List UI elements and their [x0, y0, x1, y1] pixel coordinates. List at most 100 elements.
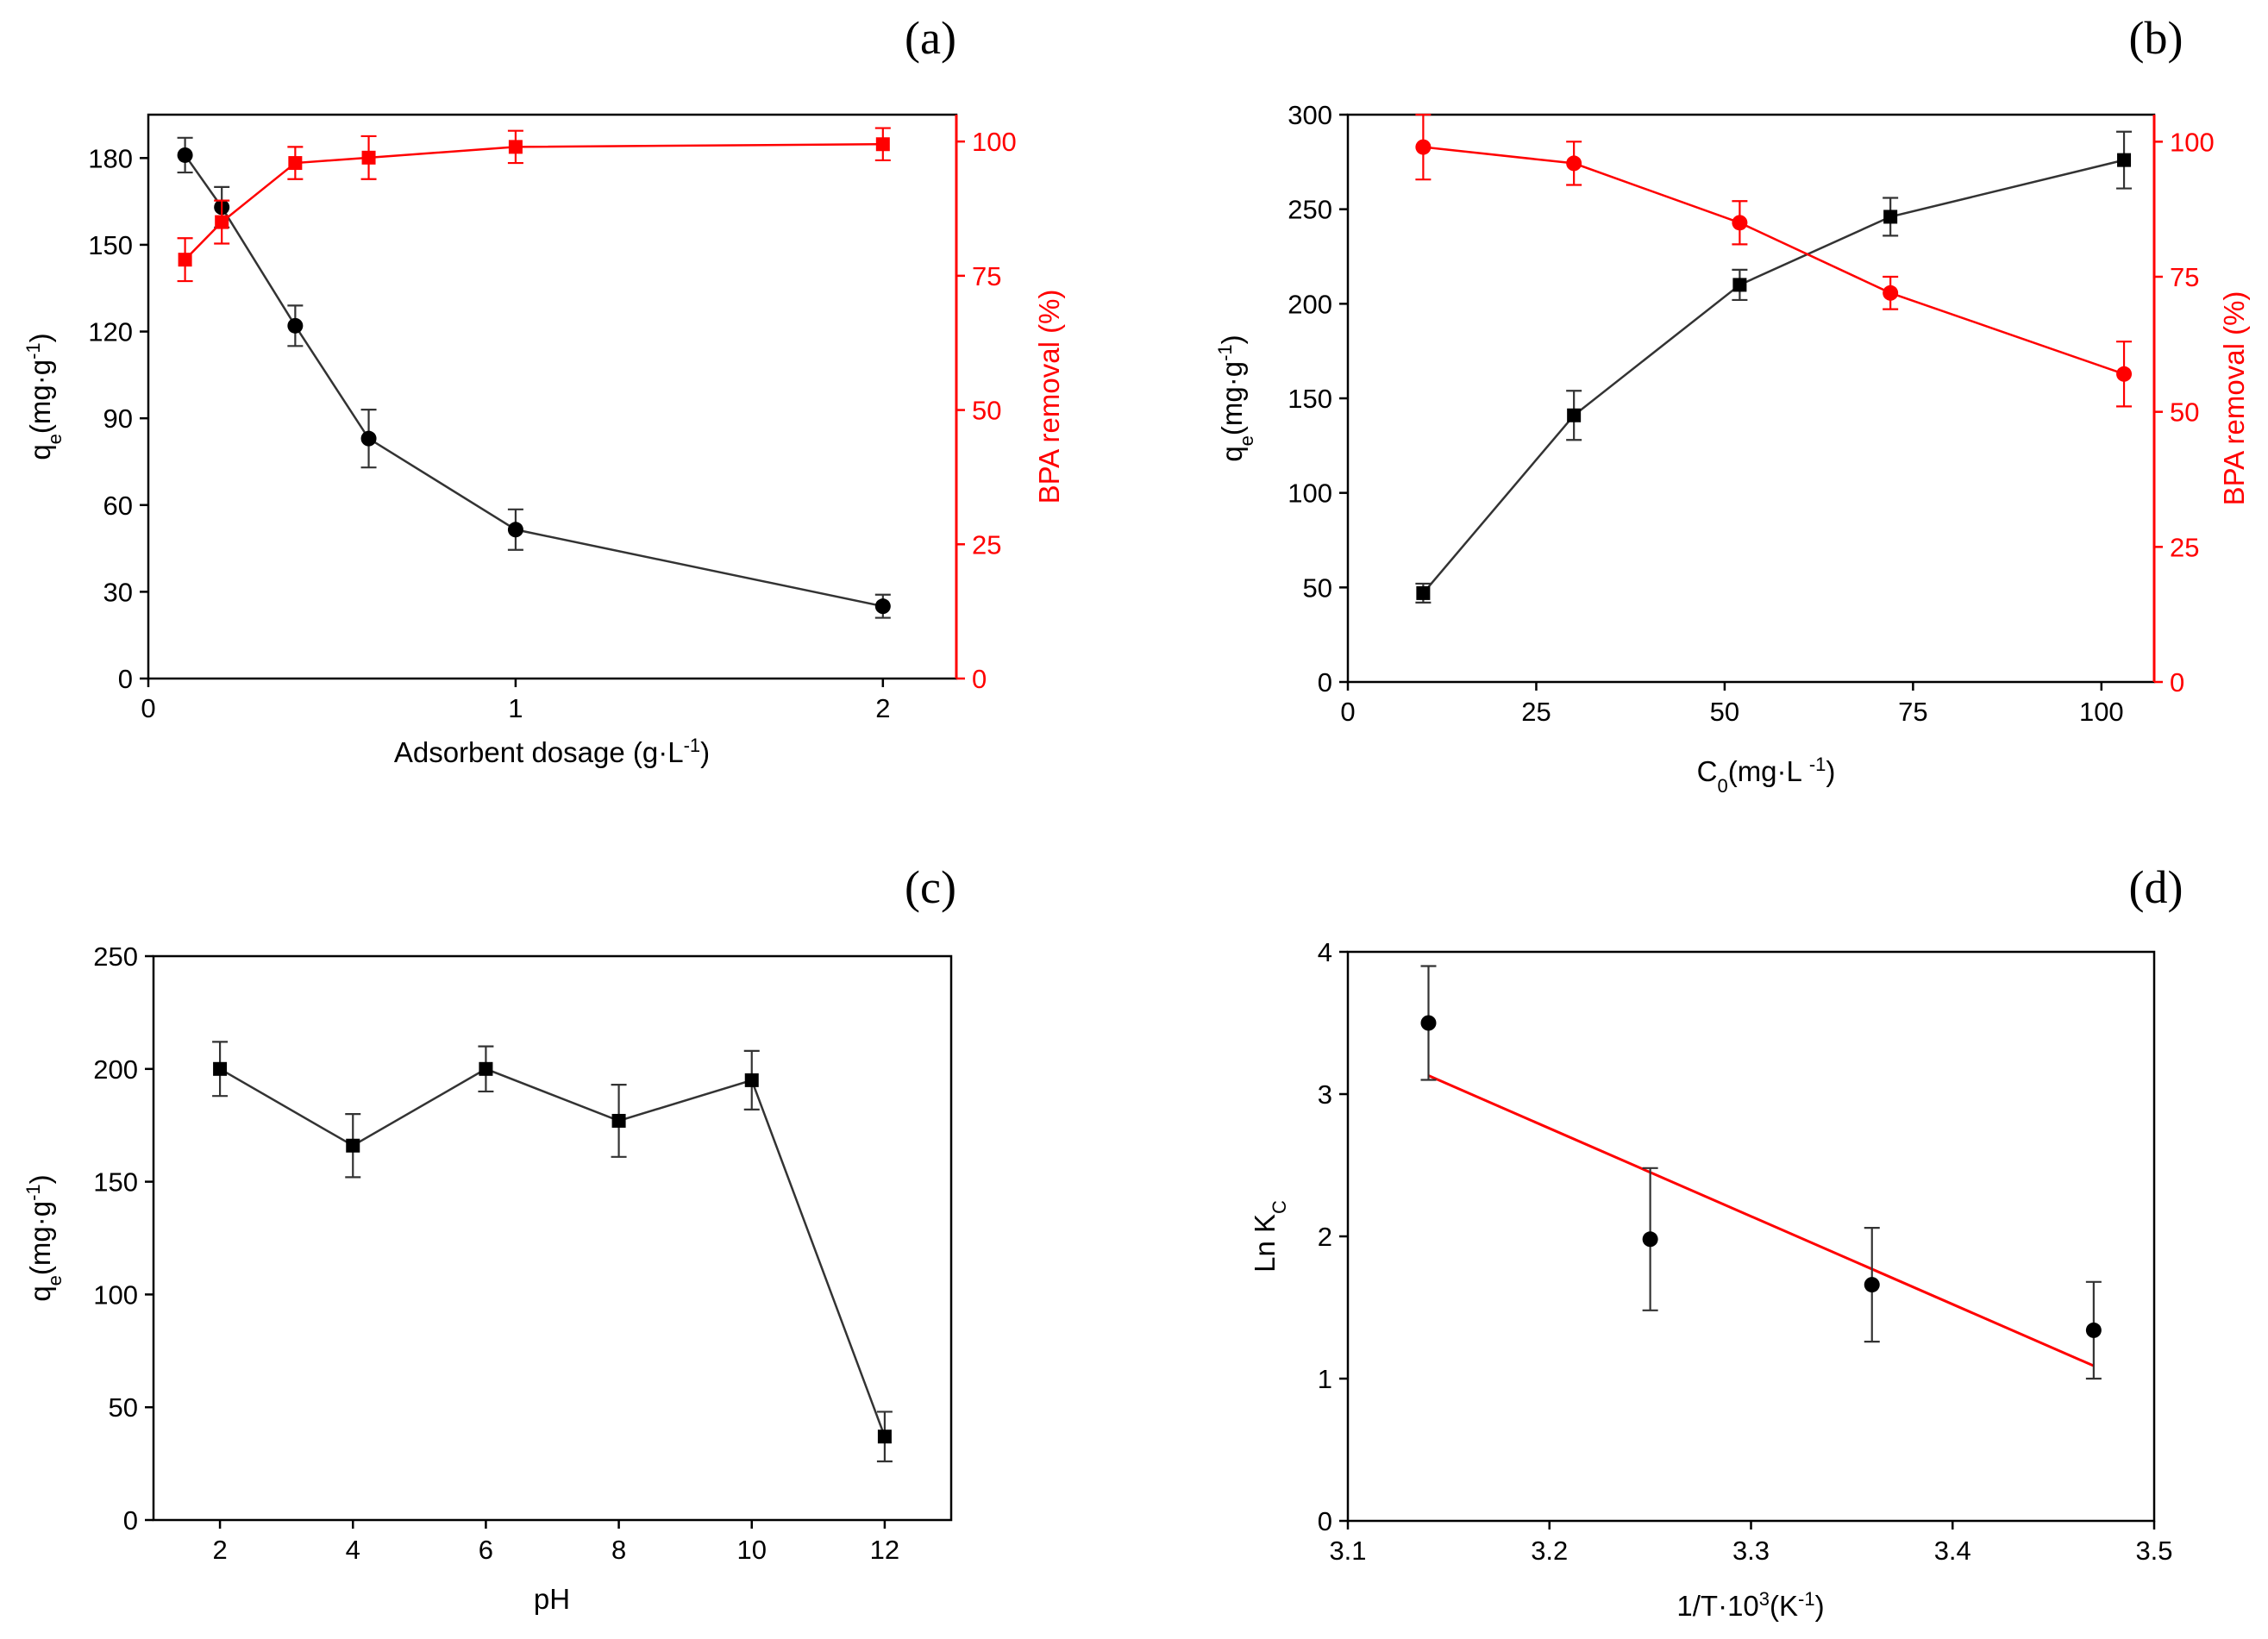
panel-c-xtick-label-0: 2	[212, 1535, 227, 1565]
panel-a-series-0-point-3	[360, 430, 377, 447]
panel-d-label: (d)	[2129, 861, 2183, 913]
panel-c-ytick-label-3: 150	[93, 1167, 138, 1198]
panel-b-series-0-point-3	[1883, 210, 1898, 224]
panel-b-xlabel: C0(mg·L -1)	[1697, 754, 1836, 797]
panel-b-series-1-point-2	[1732, 215, 1748, 231]
panel-a-ytick-right-label-3: 75	[972, 261, 1001, 291]
panel-b-ytick-label-0: 0	[1318, 667, 1332, 698]
panel-a-ytick-label-6: 180	[88, 143, 133, 173]
panel-b-ytick-label-1: 50	[1303, 572, 1332, 603]
panel-a-xtick-label-1: 1	[508, 693, 523, 723]
panel-b-ytick-label-3: 150	[1287, 384, 1332, 414]
panel-c-series-0-line	[219, 1067, 887, 1437]
panel-c-xtick-label-3: 8	[611, 1535, 626, 1565]
panel-d-ylabel-left: Ln KC	[1249, 1200, 1290, 1273]
panel-c-series-0-point-0	[213, 1061, 228, 1076]
panel-d-xtick-label-2: 3.3	[1732, 1536, 1770, 1566]
panel-a-ytick-label-3: 90	[103, 403, 133, 434]
panel-a-series-1-point-4	[508, 140, 523, 154]
panel-d-ytick-label-1: 1	[1318, 1364, 1332, 1394]
panel-b-ytick-label-6: 300	[1287, 100, 1332, 130]
panel-b-xtick-label-2: 50	[1710, 697, 1739, 727]
panel-c: (c) 2 4 6 8 10 12 0 50 100 150 200 250 pH qe(mg·g-1…	[22, 861, 956, 1615]
panel-c-ylabel-left: qe(mg·g-1)	[22, 1174, 66, 1301]
panel-b-ytick-right-label-4: 100	[2170, 127, 2215, 157]
panel-d-ytick-label-3: 3	[1318, 1079, 1332, 1110]
panel-d: (d) 3.1 3.2 3.3 3.4 3.5 0 1 2 3 4 1/T·103(K-1) Ln…	[1249, 861, 2183, 1622]
panel-c-marks: 2 4 6 8 10 12 0 50 100 150 200 250	[93, 941, 899, 1565]
panel-b: (b) 0 25 50 75 100 0 50 100 150 200 250 300 0 25 50 75 1…	[1214, 12, 2251, 797]
panel-a-series-1-point-3	[361, 150, 376, 165]
panel-b-series-1-point-1	[1566, 155, 1582, 172]
panel-b-series-0-point-1	[1567, 408, 1582, 422]
panel-d-marks: 3.1 3.2 3.3 3.4 3.5 0 1 2 3 4	[1318, 937, 2173, 1566]
panel-c-ytick-label-1: 50	[109, 1392, 138, 1423]
panel-a-ytick-right-label-1: 25	[972, 529, 1001, 560]
panel-a-series-0-line	[184, 154, 884, 608]
panel-b-series-0-line	[1422, 159, 2125, 594]
panel-a-frame	[147, 113, 958, 680]
panel-a-xtick-label-0: 0	[141, 693, 155, 723]
panel-a-series-0-point-5	[874, 598, 891, 615]
panel-a-ytick-right-label-0: 0	[972, 664, 987, 694]
panel-b-ylabel-right: BPA removal (%)	[2218, 291, 2250, 506]
panel-b-series-0-point-0	[1416, 585, 1431, 600]
panel-c-ytick-label-4: 200	[93, 1054, 138, 1085]
panel-b-ytick-right-label-0: 0	[2170, 667, 2184, 698]
panel-a-series-0-point-4	[507, 522, 523, 538]
panel-a-ytick-right-label-2: 50	[972, 396, 1001, 426]
panel-b-label: (b)	[2129, 12, 2183, 64]
panel-c-xlabel: pH	[534, 1583, 570, 1615]
panel-a-series-0-point-0	[177, 147, 193, 163]
panel-b-series-1-line	[1423, 146, 2125, 375]
panel-b-ytick-label-2: 100	[1287, 479, 1332, 509]
panel-b-ytick-right-label-3: 75	[2170, 262, 2199, 292]
panel-a-ytick-label-1: 30	[103, 577, 133, 607]
panel-d-xtick-label-4: 3.5	[2135, 1536, 2172, 1566]
panel-b-series-1-point-3	[1883, 285, 1899, 301]
panel-a-series-1-point-5	[875, 137, 890, 152]
panel-d-frame	[1346, 950, 2156, 1523]
panel-a-ytick-label-0: 0	[118, 664, 133, 694]
panel-d-series-0-point-3	[2085, 1322, 2102, 1338]
panel-a-series-1-point-1	[215, 215, 229, 229]
panel-c-ytick-label-2: 100	[93, 1279, 138, 1310]
panel-d-xlabel: 1/T·103(K-1)	[1676, 1588, 1824, 1623]
panel-b-ytick-label-4: 200	[1287, 289, 1332, 319]
panel-b-xtick-label-4: 100	[2079, 697, 2124, 727]
panel-c-series-0-point-4	[744, 1073, 759, 1087]
panel-c-ytick-label-0: 0	[123, 1505, 138, 1536]
panel-d-series-0-point-1	[1642, 1231, 1658, 1248]
panel-b-xtick-label-0: 0	[1340, 697, 1355, 727]
panel-b-ytick-right-label-1: 25	[2170, 532, 2199, 562]
panel-a-label: (a)	[905, 12, 956, 64]
panel-c-series-0-point-1	[346, 1138, 360, 1153]
panel-a-series-1-point-2	[288, 156, 303, 171]
panel-c-xtick-label-1: 4	[346, 1535, 360, 1565]
panel-d-series-0-point-0	[1420, 1015, 1437, 1031]
panel-b-ylabel-left: qe(mg·g-1)	[1214, 335, 1257, 461]
panel-b-ytick-right-label-2: 50	[2170, 397, 2199, 428]
panel-a-xlabel: Adsorbent dosage (g·L-1)	[394, 735, 710, 769]
panel-c-xtick-label-5: 12	[870, 1535, 899, 1565]
panel-d-series-0-point-2	[1864, 1277, 1880, 1293]
panel-b-series-1-point-0	[1415, 139, 1432, 155]
panel-b-xtick-label-3: 75	[1898, 697, 1927, 727]
panel-c-frame	[152, 954, 953, 1522]
panel-b-frame	[1346, 113, 2156, 684]
panel-a-ytick-label-5: 150	[88, 230, 133, 260]
panel-b-ytick-label-5: 250	[1287, 195, 1332, 225]
panel-a-series-1-point-0	[178, 253, 192, 267]
panel-a-ytick-label-2: 60	[103, 491, 133, 521]
panel-a-ytick-right-label-4: 100	[972, 127, 1017, 157]
panel-b-series-0-point-4	[2117, 153, 2132, 167]
panel-c-series-0-point-2	[479, 1061, 493, 1076]
panel-a-ylabel-left: qe(mg·g-1)	[22, 333, 66, 460]
panel-c-xtick-label-2: 6	[479, 1535, 493, 1565]
panel-a-ytick-label-4: 120	[88, 317, 133, 347]
panel-b-series-0-point-2	[1732, 278, 1747, 292]
panel-d-ytick-label-0: 0	[1318, 1506, 1332, 1536]
